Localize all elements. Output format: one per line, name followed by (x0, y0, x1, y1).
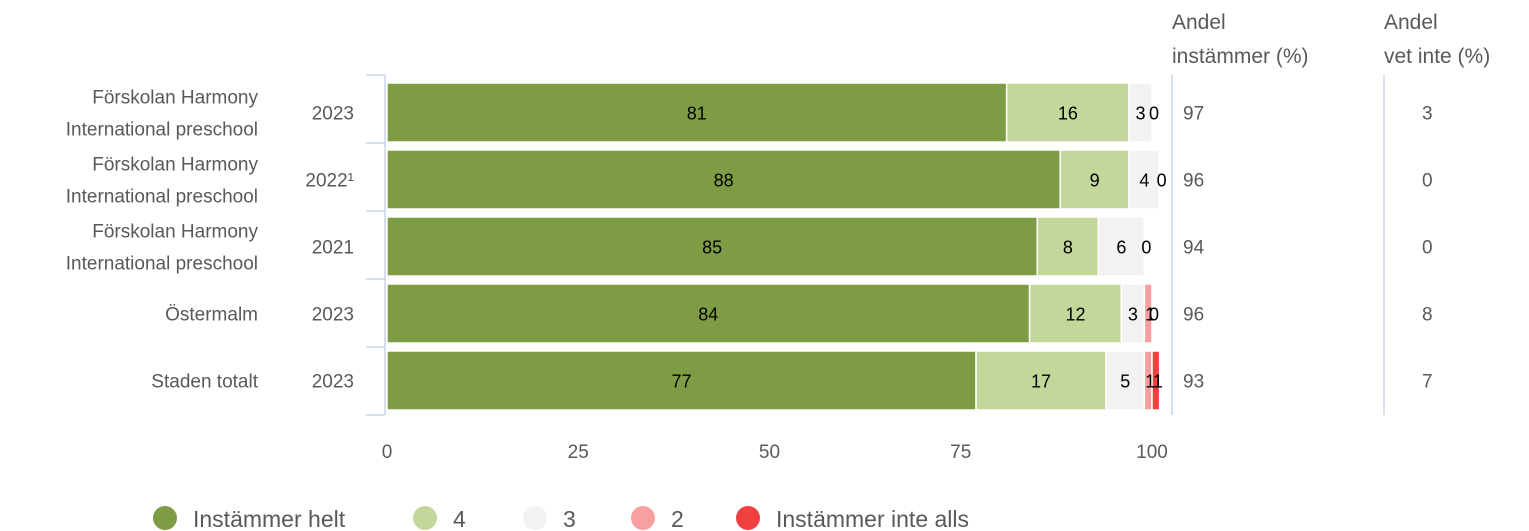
bar-segment (1151, 350, 1161, 411)
column-value: 3 (1422, 104, 1433, 125)
x-tick-label: 75 (950, 442, 971, 463)
bar-segment (1097, 216, 1146, 277)
row-category-label: Förskolan Harmony (92, 222, 258, 243)
segment-value-label: 8 (1063, 238, 1073, 258)
segment-value-label: 84 (698, 305, 718, 325)
bar-segment (386, 216, 1038, 277)
bar-segment (1128, 82, 1153, 143)
segment-value-label: 1 (1153, 372, 1163, 392)
legend-label: 4 (453, 506, 466, 531)
segment-value-label: 81 (687, 104, 707, 124)
legend-label: Instämmer inte alls (776, 506, 969, 531)
labels-layer: Förskolan Harmony International preschool… (66, 88, 1167, 393)
row-year-label: 2023 (312, 305, 354, 326)
x-tick-label: 50 (759, 442, 780, 463)
bar-segment (1128, 149, 1161, 210)
column-value: 97 (1183, 104, 1204, 125)
segment-value-label: 6 (1116, 238, 1126, 258)
segment-value-label: 1 (1145, 305, 1155, 325)
segment-value-label: 17 (1031, 372, 1051, 392)
x-tick-label: 100 (1136, 442, 1168, 463)
segment-value-label: 12 (1065, 305, 1085, 325)
row-year-label: 2021 (312, 238, 354, 259)
row-category-label: Förskolan Harmony (92, 155, 258, 176)
segment-value-label: 16 (1058, 104, 1078, 124)
row-year-label: 2023 (312, 372, 354, 393)
column-header: instämmer (%) (1172, 45, 1309, 68)
segment-value-label: 85 (702, 238, 722, 258)
column-value: 93 (1183, 372, 1204, 393)
row-category-label: International preschool (66, 120, 258, 141)
legend-label: 2 (671, 506, 684, 531)
row-category-label: Östermalm (165, 305, 258, 326)
extra-columns: Andel instämmer (%) 97 96 94 96 93 Andel vet int… (1171, 11, 1490, 415)
segment-value-label: 0 (1141, 238, 1151, 258)
bar-segment (1143, 283, 1153, 344)
legend-swatch (153, 506, 177, 530)
segment-value-label: 3 (1128, 305, 1138, 325)
row-category-label: Förskolan Harmony (92, 88, 258, 109)
segment-value-label: 88 (714, 171, 734, 191)
segment-value-label: 0 (1157, 171, 1167, 191)
segment-value-label: 5 (1120, 372, 1130, 392)
legend-swatch (523, 506, 547, 530)
bar-segment (1036, 216, 1100, 277)
segment-value-label: 4 (1139, 171, 1149, 191)
bars-layer (386, 82, 1161, 411)
column-value: 96 (1183, 305, 1204, 326)
legend-swatch (413, 506, 437, 530)
legend-swatch (631, 506, 655, 530)
column-value: 94 (1183, 238, 1205, 259)
bar-segment (1028, 283, 1123, 344)
legend-label: Instämmer helt (193, 506, 346, 531)
column-value: 7 (1422, 372, 1433, 393)
column-value: 0 (1422, 171, 1433, 192)
bar-segment (386, 350, 977, 411)
segment-value-label: 77 (672, 372, 692, 392)
legend-label: 3 (563, 506, 576, 531)
segment-value-label: 3 (1136, 104, 1146, 124)
segment-value-label: 1 (1145, 372, 1155, 392)
axis-layer: 0 25 50 75 100 (366, 74, 1168, 463)
row-year-label: 2023 (312, 104, 354, 125)
column-header: Andel (1384, 11, 1438, 34)
row-category-label: International preschool (66, 187, 258, 208)
legend: Instämmer helt 4 3 2 Instämmer inte alls (153, 506, 969, 531)
x-tick-label: 0 (382, 442, 393, 463)
column-value: 96 (1183, 171, 1204, 192)
segment-value-label: 0 (1149, 104, 1159, 124)
column-value: 8 (1422, 305, 1433, 326)
bar-segment (386, 283, 1031, 344)
row-category-label: International preschool (66, 254, 258, 275)
segment-value-label: 0 (1149, 305, 1159, 325)
row-category-label: Staden totalt (151, 372, 258, 393)
row-year-label: 2022¹ (305, 171, 354, 192)
bar-segment (975, 350, 1107, 411)
segment-value-label: 9 (1090, 171, 1100, 191)
column-value: 0 (1422, 238, 1433, 259)
x-tick-label: 25 (568, 442, 589, 463)
legend-swatch (736, 506, 760, 530)
column-header: vet inte (%) (1384, 45, 1490, 68)
column-header: Andel (1172, 11, 1226, 34)
bar-segment (386, 149, 1061, 210)
